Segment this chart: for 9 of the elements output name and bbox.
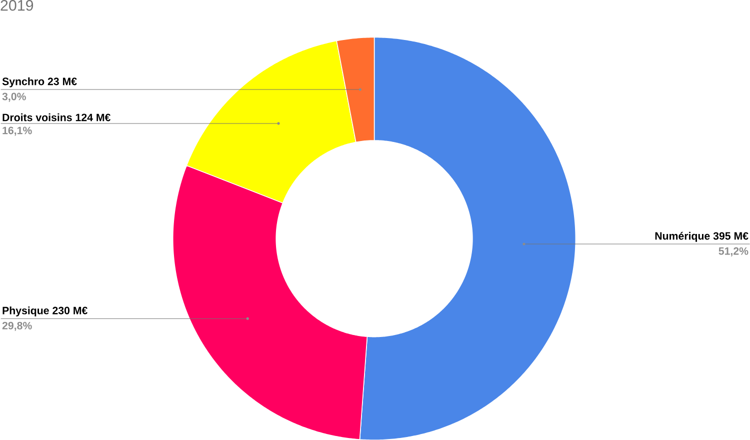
- data-label: 16,1%: [2, 126, 32, 136]
- slice-label: Droits voisins 124 M€: [2, 113, 110, 122]
- data-label: 29,8%: [2, 322, 32, 331]
- data-label: 51,2%: [718, 247, 748, 256]
- chart-title: 2019: [0, 0, 34, 11]
- slice-label: Synchro 23 M€: [2, 77, 77, 88]
- slice-label: Numérique 395 M€: [655, 232, 748, 242]
- slice-label: Physique 230 M€: [2, 306, 88, 316]
- data-label: 3,0%: [2, 92, 26, 102]
